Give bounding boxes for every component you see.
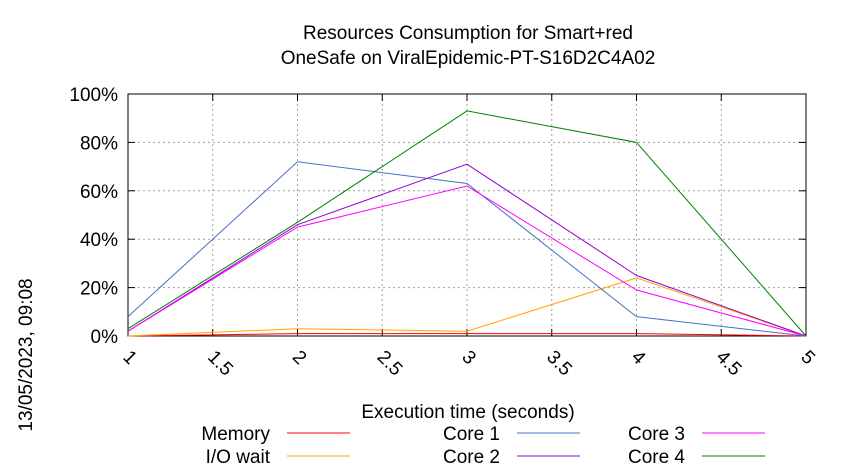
x-tick-label: 2.5	[373, 347, 407, 381]
series-line-core-3	[127, 185, 807, 337]
x-tick-label: 3.5	[542, 347, 576, 381]
x-tick-label: 1	[118, 347, 140, 369]
series-line-core-2	[127, 163, 807, 337]
chart-subtitle: OneSafe on ViralEpidemic-PT-S16D2C4A02	[281, 48, 656, 69]
series-line-core-1	[127, 161, 807, 337]
chart-title: Resources Consumption for Smart+red	[303, 23, 633, 44]
series-line-memory	[127, 333, 807, 337]
x-tick-label: 4	[627, 347, 650, 370]
x-tick-label: 5	[796, 347, 818, 369]
y-tick-label: 20%	[80, 279, 118, 300]
y-tick-label: 60%	[80, 182, 118, 203]
y-tick-label: 0%	[91, 327, 119, 348]
legend-label: Core 1	[443, 424, 500, 445]
series-line-i-o-wait	[127, 277, 807, 337]
x-axis-label: Execution time (seconds)	[361, 402, 574, 423]
x-tick-label: 2	[288, 347, 310, 369]
legend-label: Core 4	[628, 447, 685, 468]
timestamp: 13/05/2023, 09:08	[16, 278, 37, 431]
x-tick-label: 4.5	[712, 347, 746, 381]
y-tick-label: 80%	[80, 133, 118, 154]
x-tick-label: 3	[457, 347, 479, 369]
y-tick-label: 40%	[80, 230, 118, 251]
legend-label: Memory	[201, 424, 270, 445]
series-lines	[127, 110, 807, 337]
y-tick-label: 100%	[69, 85, 118, 106]
legend-label: I/O wait	[206, 447, 271, 468]
legend-label: Core 2	[443, 447, 500, 468]
legend-label: Core 3	[628, 424, 685, 445]
x-tick-label: 1.5	[203, 347, 237, 381]
grid	[128, 94, 806, 336]
series-line-core-4	[127, 110, 807, 337]
